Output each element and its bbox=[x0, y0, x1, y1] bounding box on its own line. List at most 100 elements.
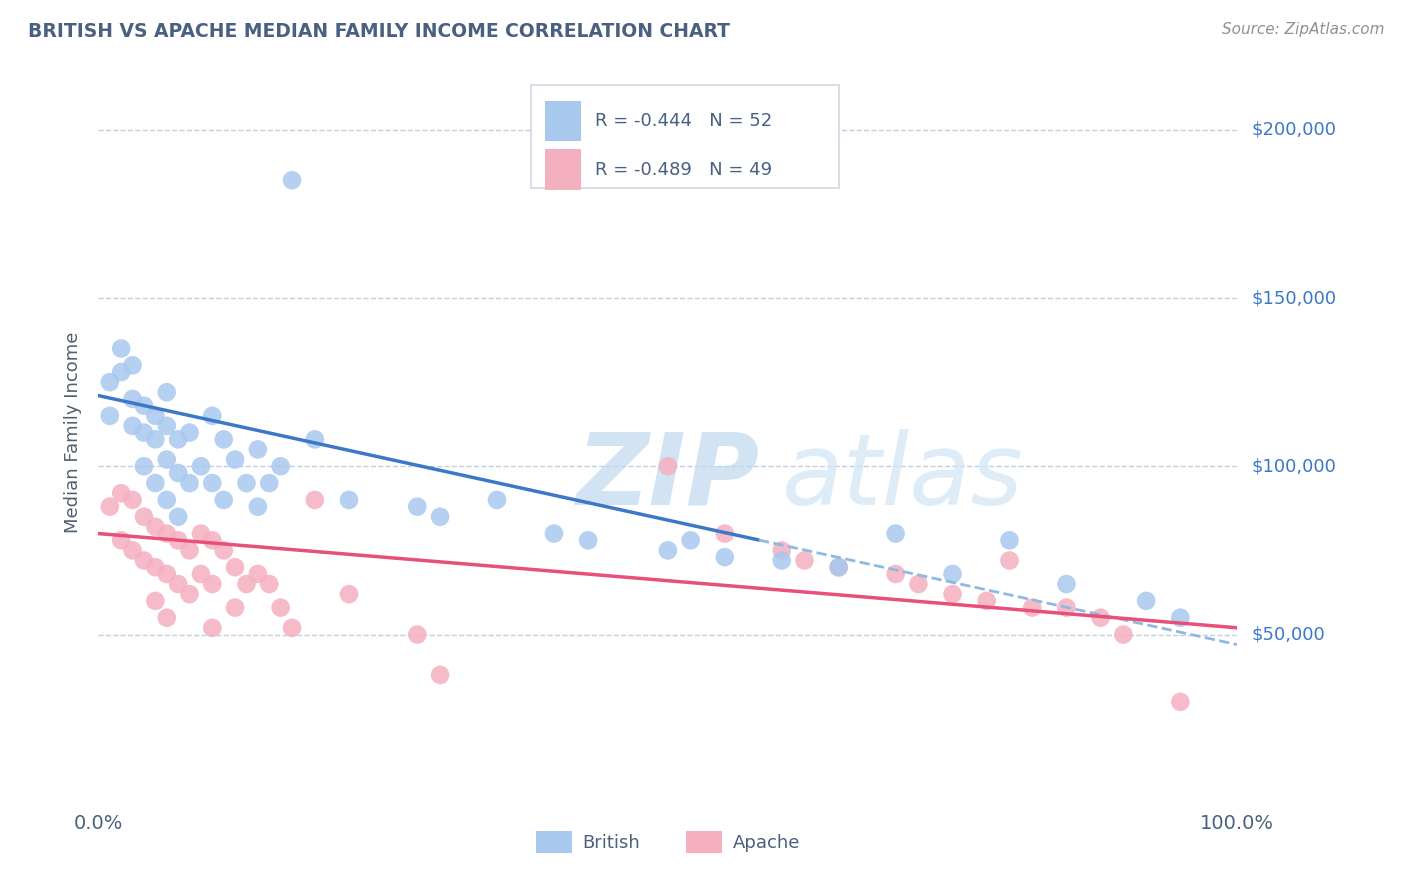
Point bbox=[1090, 610, 1112, 624]
Point bbox=[337, 492, 360, 507]
Point bbox=[942, 587, 965, 601]
Text: Source: ZipAtlas.com: Source: ZipAtlas.com bbox=[1222, 22, 1385, 37]
Point bbox=[156, 566, 179, 581]
Point bbox=[270, 600, 292, 615]
Point bbox=[486, 492, 509, 507]
Point bbox=[576, 533, 599, 548]
Point bbox=[110, 342, 132, 356]
Point bbox=[224, 600, 246, 615]
FancyBboxPatch shape bbox=[546, 101, 581, 141]
Point bbox=[770, 553, 793, 567]
Point bbox=[132, 553, 155, 567]
Point bbox=[167, 466, 190, 480]
Point bbox=[132, 509, 155, 524]
Point bbox=[1170, 695, 1192, 709]
Point bbox=[201, 533, 224, 548]
Point bbox=[121, 418, 143, 433]
Point bbox=[793, 553, 815, 567]
FancyBboxPatch shape bbox=[531, 85, 839, 188]
Legend: British, Apache: British, Apache bbox=[529, 824, 807, 861]
Point bbox=[224, 560, 246, 574]
Point bbox=[121, 359, 143, 373]
Point bbox=[121, 492, 143, 507]
Point bbox=[156, 418, 179, 433]
Point bbox=[190, 526, 212, 541]
Point bbox=[145, 476, 167, 491]
Point bbox=[110, 486, 132, 500]
Text: $50,000: $50,000 bbox=[1251, 625, 1324, 643]
Text: $200,000: $200,000 bbox=[1251, 120, 1336, 139]
Point bbox=[145, 520, 167, 534]
Point bbox=[714, 526, 737, 541]
Point bbox=[884, 566, 907, 581]
Point bbox=[167, 433, 190, 447]
Point bbox=[179, 587, 201, 601]
Point bbox=[132, 399, 155, 413]
Point bbox=[98, 500, 121, 514]
Point bbox=[259, 577, 281, 591]
Point bbox=[942, 566, 965, 581]
Point bbox=[406, 500, 429, 514]
Point bbox=[201, 621, 224, 635]
Text: atlas: atlas bbox=[782, 428, 1024, 525]
Point bbox=[121, 543, 143, 558]
Point bbox=[246, 500, 269, 514]
Point bbox=[212, 543, 235, 558]
Point bbox=[179, 425, 201, 440]
Point bbox=[679, 533, 702, 548]
Point bbox=[121, 392, 143, 406]
Text: R = -0.489   N = 49: R = -0.489 N = 49 bbox=[595, 161, 772, 178]
Point bbox=[304, 433, 326, 447]
Point bbox=[235, 577, 257, 591]
Point bbox=[156, 610, 179, 624]
Point bbox=[156, 492, 179, 507]
Point bbox=[156, 385, 179, 400]
Point bbox=[543, 526, 565, 541]
Point bbox=[406, 627, 429, 641]
Point bbox=[998, 533, 1021, 548]
Point bbox=[156, 452, 179, 467]
Point bbox=[98, 375, 121, 389]
Y-axis label: Median Family Income: Median Family Income bbox=[65, 332, 83, 533]
Point bbox=[1021, 600, 1043, 615]
Point bbox=[304, 492, 326, 507]
Point bbox=[429, 509, 451, 524]
Point bbox=[337, 587, 360, 601]
Point bbox=[714, 550, 737, 565]
Point bbox=[145, 594, 167, 608]
Point bbox=[167, 577, 190, 591]
Point bbox=[190, 566, 212, 581]
Point bbox=[281, 173, 304, 187]
Point bbox=[828, 560, 851, 574]
Point bbox=[212, 492, 235, 507]
Point bbox=[132, 425, 155, 440]
Point bbox=[212, 433, 235, 447]
Text: $150,000: $150,000 bbox=[1251, 289, 1336, 307]
Point bbox=[167, 509, 190, 524]
Point bbox=[1112, 627, 1135, 641]
Point bbox=[884, 526, 907, 541]
Point bbox=[907, 577, 929, 591]
Point bbox=[998, 553, 1021, 567]
Point bbox=[110, 365, 132, 379]
FancyBboxPatch shape bbox=[546, 149, 581, 190]
Text: R = -0.444   N = 52: R = -0.444 N = 52 bbox=[595, 112, 772, 130]
Point bbox=[132, 459, 155, 474]
Point bbox=[156, 526, 179, 541]
Point bbox=[1170, 610, 1192, 624]
Point bbox=[179, 476, 201, 491]
Point bbox=[1054, 600, 1078, 615]
Point bbox=[429, 668, 451, 682]
Point bbox=[145, 409, 167, 423]
Point bbox=[1054, 577, 1078, 591]
Point bbox=[201, 577, 224, 591]
Point bbox=[1135, 594, 1157, 608]
Point bbox=[201, 476, 224, 491]
Point bbox=[657, 459, 679, 474]
Point bbox=[657, 543, 679, 558]
Point bbox=[110, 533, 132, 548]
Point bbox=[201, 409, 224, 423]
Point bbox=[224, 452, 246, 467]
Point bbox=[828, 560, 851, 574]
Point bbox=[976, 594, 998, 608]
